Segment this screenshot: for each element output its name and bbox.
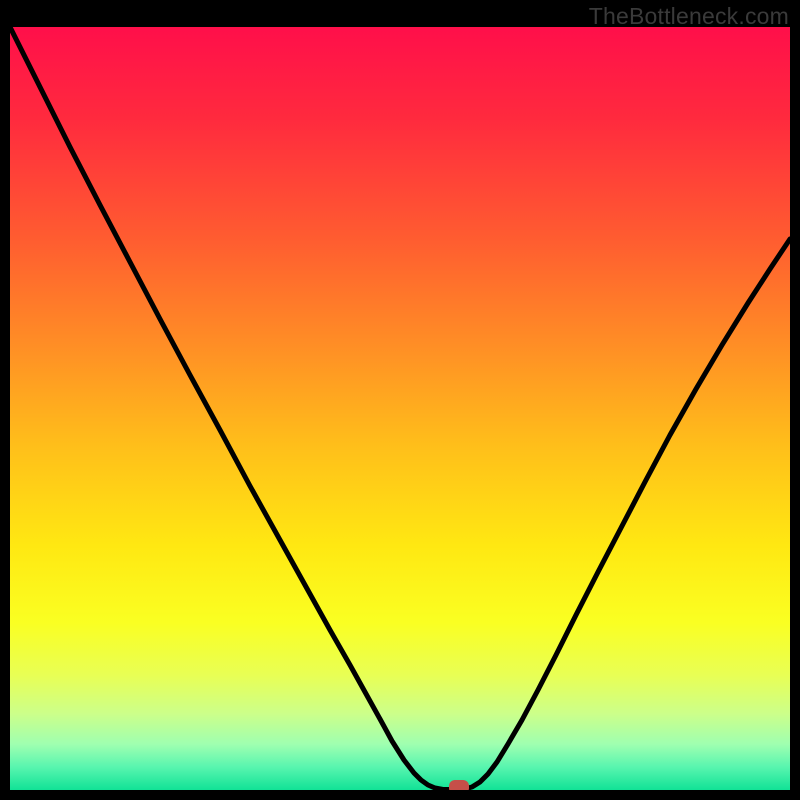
optimal-point-marker [449,780,469,790]
watermark-text: TheBottleneck.com [589,3,789,30]
bottleneck-curve-layer [10,27,790,790]
bottleneck-curve [10,27,790,790]
plot-area [10,27,790,790]
